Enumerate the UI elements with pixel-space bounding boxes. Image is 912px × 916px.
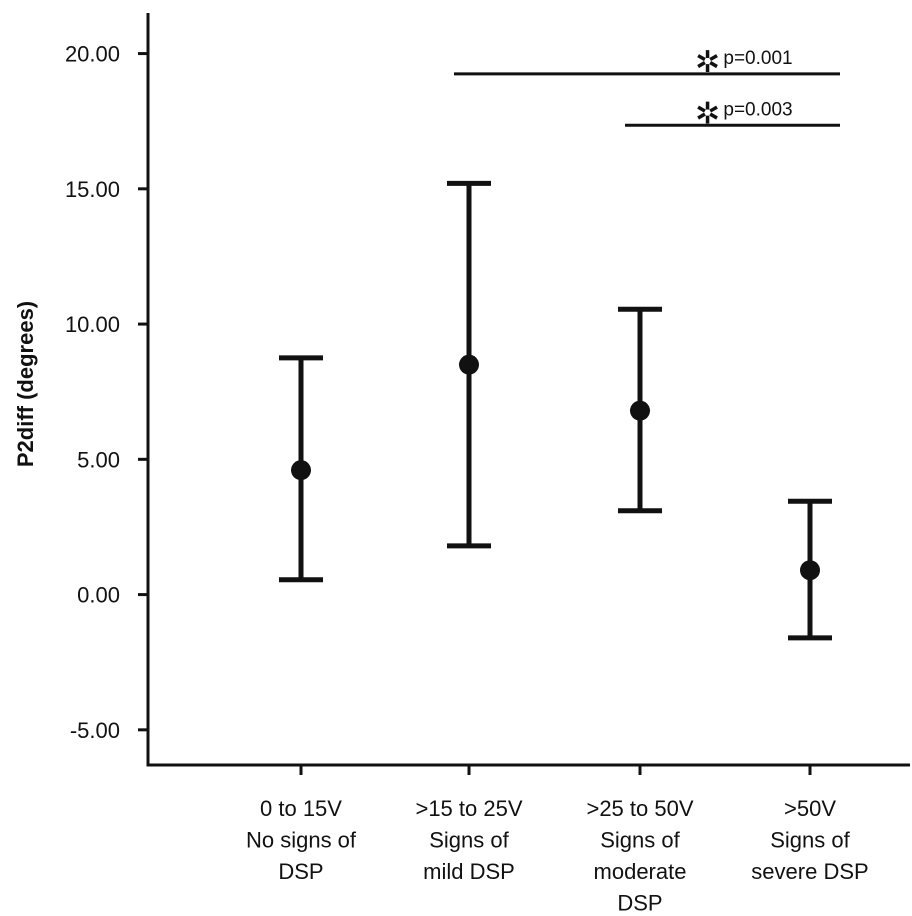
y-tick-label: 5.00 [77,447,120,472]
significance-bracket: ✲ p=0.001 [454,45,840,80]
x-tick-label: >50V Signs of severe DSP [751,796,868,884]
error-bars [279,180,832,641]
significance-star: ✲ [695,96,720,131]
mean-point [630,400,650,421]
y-tick-label: -5.00 [70,718,120,743]
mean-point [291,460,311,481]
error-bar [618,306,662,514]
axes [146,13,910,767]
x-tick-label: 0 to 15V No signs of DSP [246,796,357,884]
y-tick-label: 15.00 [65,177,120,202]
significance-label: p=0.001 [723,48,792,69]
error-bar [447,180,491,549]
x-tick-label: >15 to 25V Signs of mild DSP [415,796,522,884]
error-bar [788,498,832,641]
y-tick-label: 20.00 [65,42,120,67]
x-axis-ticks: 0 to 15V No signs of DSP >15 to 25V Signs of… [246,765,869,916]
significance-star: ✲ [695,45,720,80]
x-tick-label: >25 to 50V Signs of moderate DSP [586,796,693,916]
y-axis-ticks: -5.00 0.00 5.00 10.00 15.00 20.00 [65,42,148,743]
significance-annotations: ✲ p=0.001✲ p=0.003 [454,45,840,131]
y-tick-label: 0.00 [77,583,120,608]
y-tick-label: 10.00 [65,312,120,337]
significance-bracket: ✲ p=0.003 [625,96,840,131]
mean-point [459,354,479,375]
error-bar [279,355,323,583]
mean-point [800,560,820,581]
y-axis-label: P2diff (degrees) [13,301,38,467]
significance-label: p=0.003 [723,99,792,120]
